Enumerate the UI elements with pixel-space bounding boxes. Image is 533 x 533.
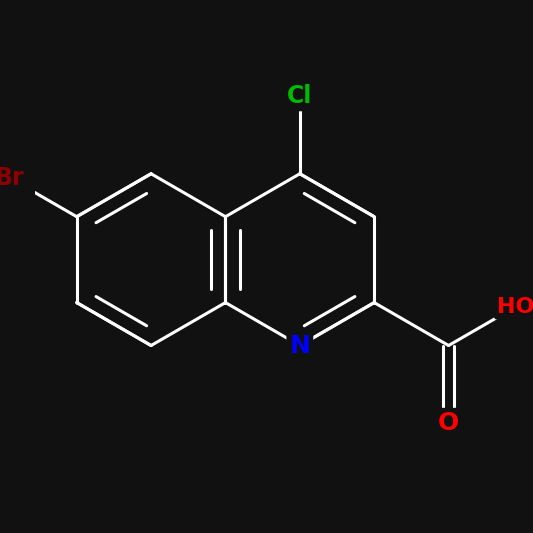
Text: Br: Br	[0, 166, 25, 190]
Text: O: O	[438, 411, 459, 435]
Text: Cl: Cl	[287, 84, 312, 108]
Text: N: N	[289, 334, 310, 358]
Text: HO: HO	[497, 297, 533, 317]
